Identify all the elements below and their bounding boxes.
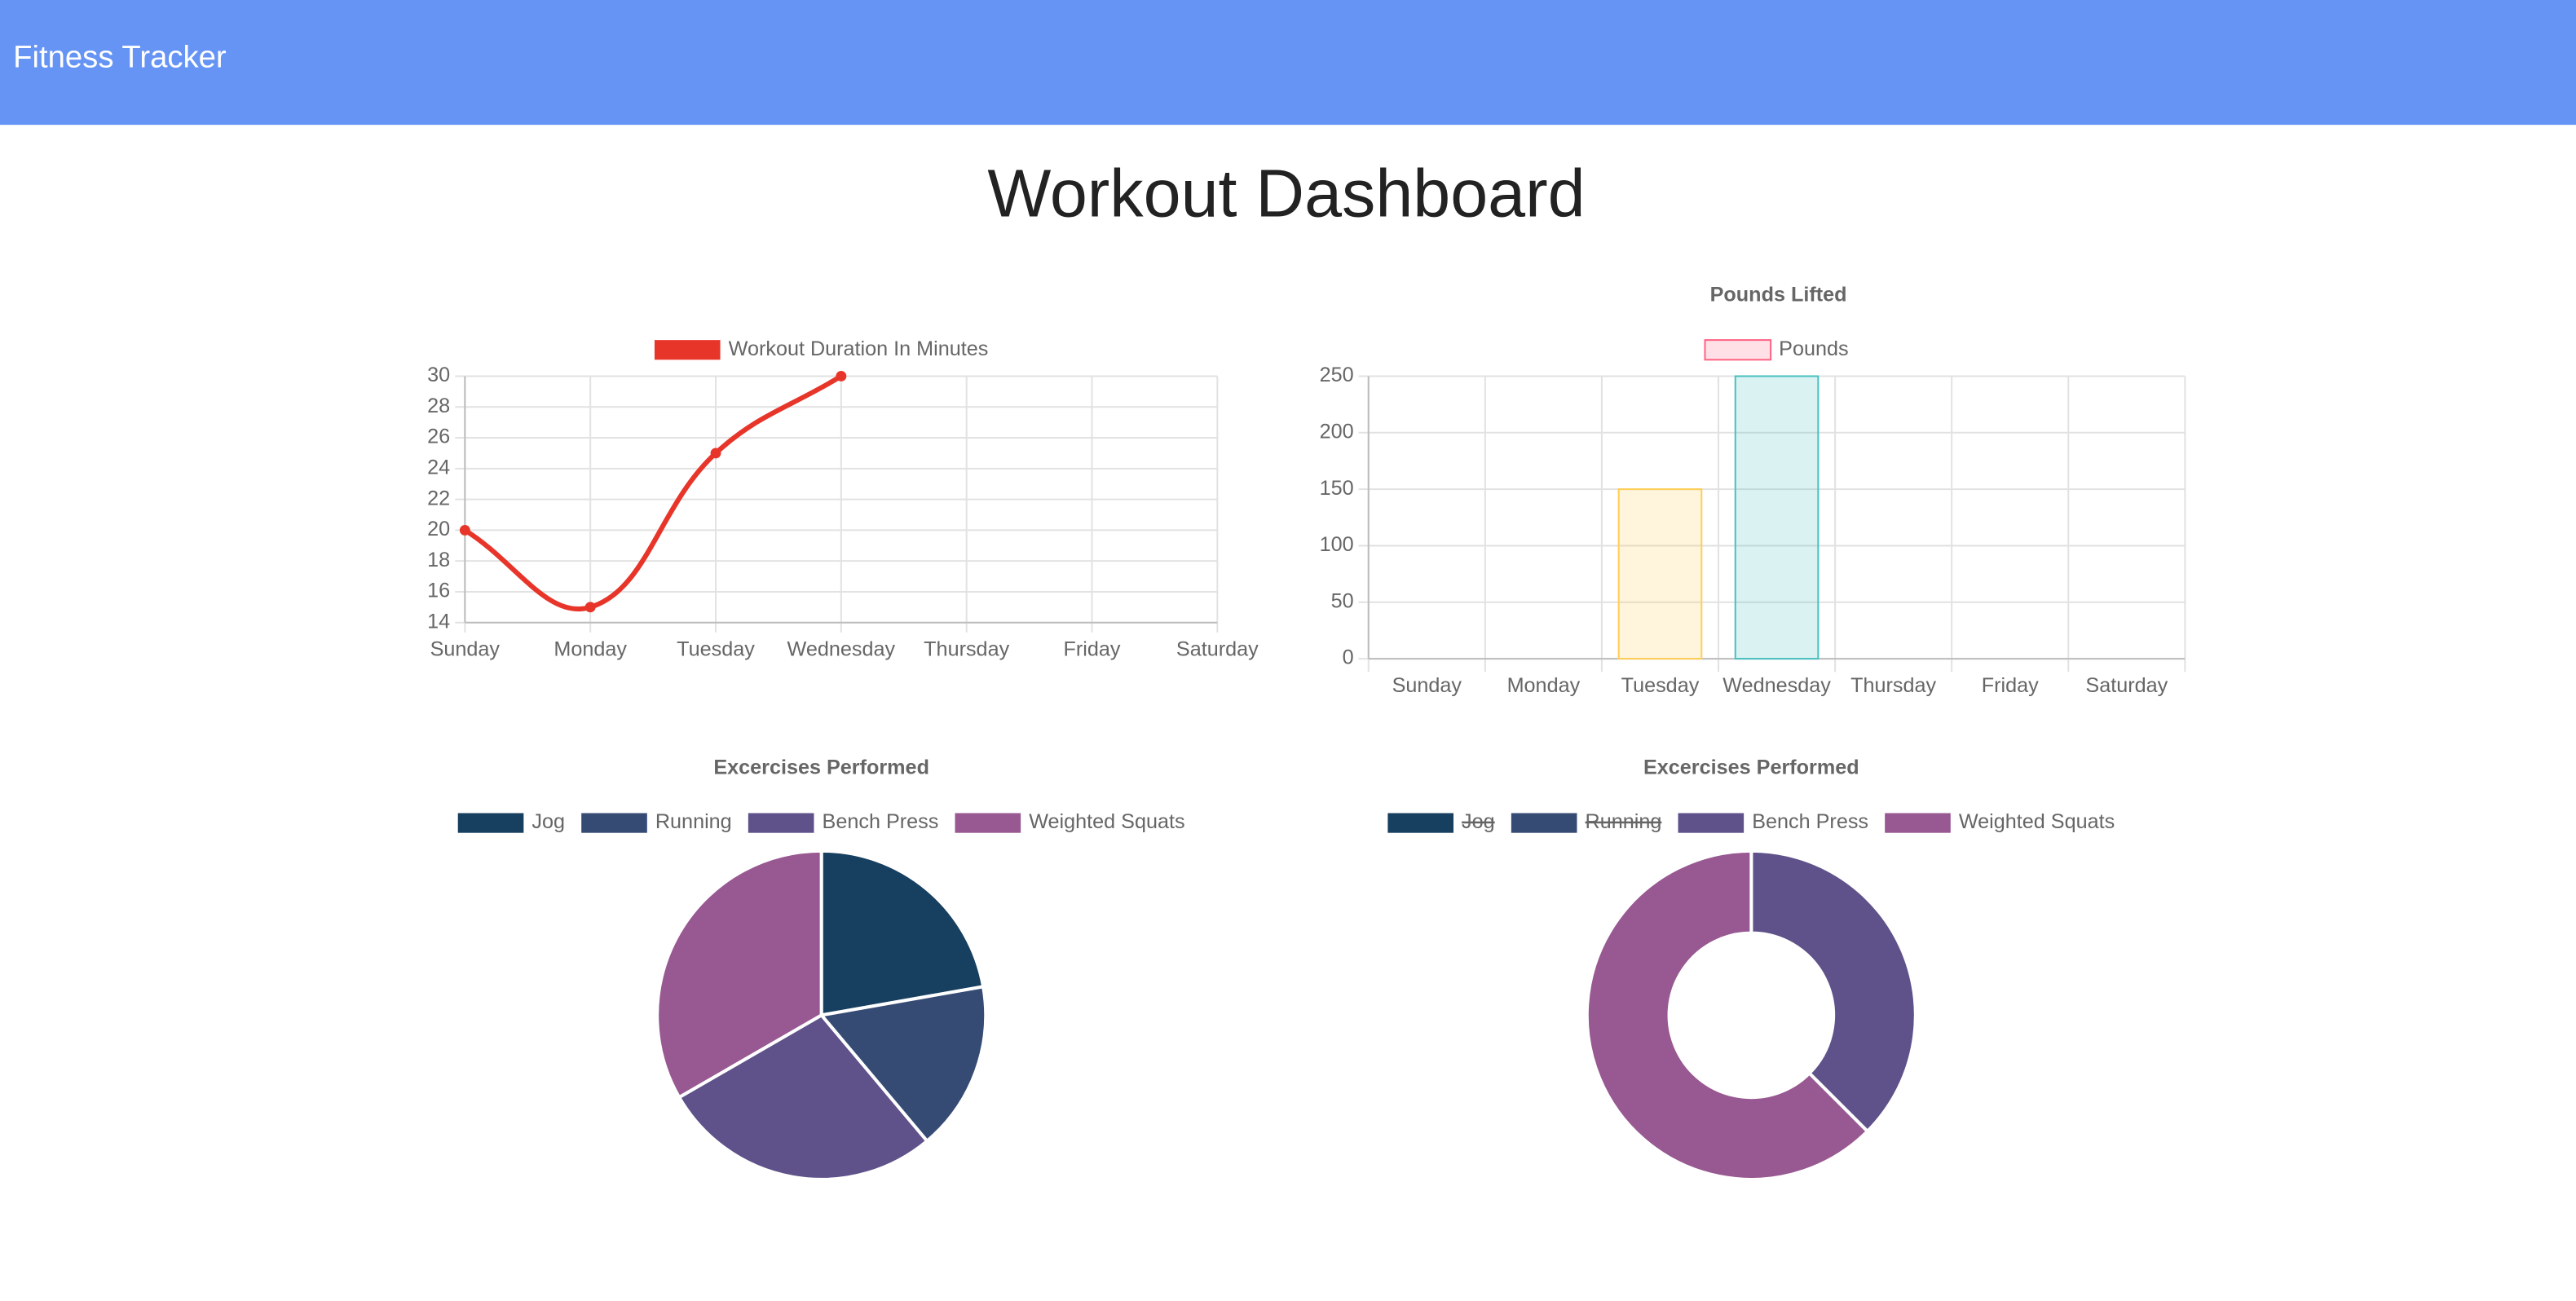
bar <box>1734 375 1820 660</box>
navbar <box>0 0 2576 126</box>
y-tick-label: 14 <box>427 610 450 633</box>
slice <box>1585 849 1870 1181</box>
legend-swatch <box>457 813 524 833</box>
y-tick-label: 100 <box>1320 533 1354 556</box>
x-tick-label: Tuesday <box>1621 674 1700 697</box>
x-tick-label: Tuesday <box>677 638 755 661</box>
legend-swatch <box>1511 813 1577 833</box>
y-tick-label: 50 <box>1331 589 1354 612</box>
legend-label[interactable]: Workout Duration In Minutes <box>729 337 989 360</box>
x-tick-label: Sunday <box>430 638 501 661</box>
y-tick-label: 16 <box>427 580 450 602</box>
bar <box>1617 488 1703 660</box>
legend-label[interactable]: Weighted Squats <box>1959 810 2115 833</box>
chart-title: Excercises Performed <box>1643 756 1859 779</box>
y-tick-label: 24 <box>427 456 450 479</box>
legend-swatch <box>955 813 1021 833</box>
legend-label[interactable]: Jog <box>1462 810 1495 833</box>
point <box>584 602 596 613</box>
legend-label[interactable]: Bench Press <box>823 810 939 833</box>
x-tick-label: Monday <box>1507 674 1581 697</box>
brand[interactable]: Fitness Tracker <box>13 40 227 75</box>
page-heading: Workout Dashboard <box>987 156 1585 232</box>
x-tick-label: Friday <box>1982 674 2039 697</box>
legend-swatch <box>1885 813 1951 833</box>
x-tick-label: Thursday <box>1850 674 1936 697</box>
x-tick-label: Friday <box>1064 638 1121 661</box>
y-tick-label: 26 <box>427 426 450 448</box>
y-tick-label: 20 <box>427 518 450 540</box>
legend-swatch <box>748 813 814 833</box>
y-tick-label: 150 <box>1320 477 1354 500</box>
chart-title: Excercises Performed <box>713 756 929 779</box>
legend-swatch <box>654 340 721 360</box>
x-tick-label: Monday <box>554 638 627 661</box>
chart-title: Pounds Lifted <box>1710 283 1847 306</box>
legend-label[interactable]: Bench Press <box>1752 810 1868 833</box>
slice <box>818 985 988 1144</box>
legend-swatch <box>581 813 647 833</box>
y-tick-label: 18 <box>427 549 450 571</box>
x-tick-label: Thursday <box>924 638 1009 661</box>
y-tick-label: 200 <box>1320 420 1354 443</box>
x-tick-label: Wednesday <box>787 638 896 661</box>
y-tick-label: 250 <box>1320 364 1354 386</box>
legend-swatch <box>1387 813 1453 833</box>
legend-label[interactable]: Pounds <box>1779 337 1848 360</box>
x-tick-label: Wednesday <box>1722 674 1831 697</box>
legend-label[interactable]: Running <box>655 810 732 833</box>
slice <box>677 1012 930 1181</box>
y-tick-label: 28 <box>427 395 450 417</box>
legend-swatch <box>1704 339 1772 361</box>
legend-swatch <box>1678 813 1745 833</box>
slice <box>655 849 823 1100</box>
y-tick-label: 30 <box>427 364 450 386</box>
point <box>710 448 721 459</box>
legend-label[interactable]: Jog <box>532 810 565 833</box>
point <box>836 371 847 381</box>
x-tick-label: Sunday <box>1392 674 1462 697</box>
point <box>459 524 470 536</box>
line-series <box>463 373 843 611</box>
x-tick-label: Saturday <box>2085 674 2168 697</box>
slice <box>1749 849 1917 1134</box>
slice <box>819 849 986 1017</box>
legend-label[interactable]: Weighted Squats <box>1029 810 1184 833</box>
y-tick-label: 22 <box>427 487 450 509</box>
y-tick-label: 0 <box>1343 646 1354 669</box>
legend-label[interactable]: Running <box>1586 810 1662 833</box>
x-tick-label: Saturday <box>1176 638 1259 661</box>
